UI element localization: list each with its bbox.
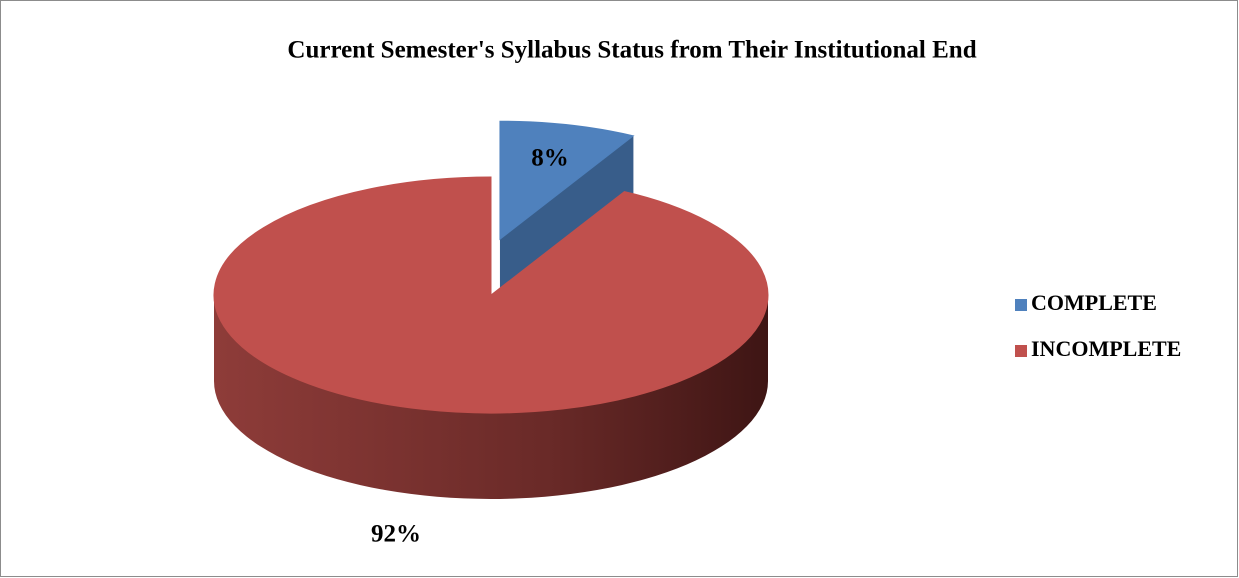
pie-slice — [213, 176, 769, 414]
legend-swatch — [1015, 345, 1027, 357]
legend-label: INCOMPLETE — [1031, 336, 1181, 361]
pie-side — [214, 295, 768, 499]
legend-label: COMPLETE — [1031, 290, 1157, 315]
legend-swatch — [1015, 299, 1027, 311]
pie-slice — [499, 120, 635, 241]
data-label: 92% — [371, 521, 421, 548]
chart-title: Current Semester's Syllabus Status from … — [287, 37, 976, 64]
data-label: 8% — [531, 145, 569, 172]
